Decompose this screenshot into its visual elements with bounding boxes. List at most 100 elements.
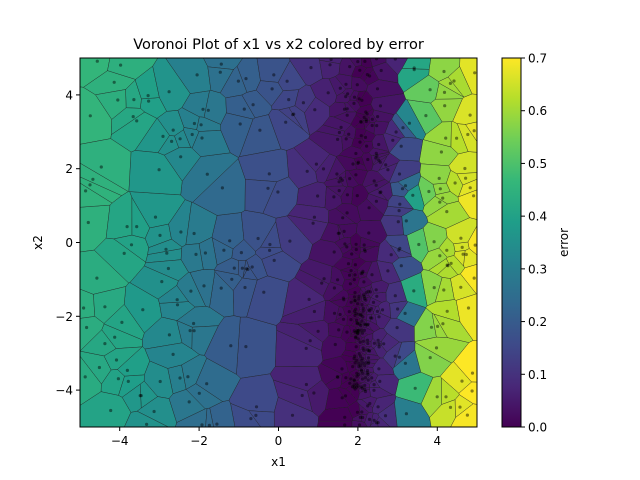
voronoi-cell	[80, 329, 117, 357]
sample-point	[83, 375, 87, 379]
sample-point	[345, 330, 349, 334]
sample-point	[316, 329, 320, 333]
voronoi-cell	[347, 400, 361, 419]
sample-point	[383, 414, 388, 418]
sample-point	[354, 173, 358, 177]
sample-point	[395, 326, 399, 330]
sample-point	[337, 328, 341, 332]
x-tick-label: −2	[190, 434, 208, 448]
voronoi-cell	[349, 369, 360, 376]
sample-point	[343, 415, 347, 419]
sample-point	[393, 58, 397, 61]
sample-point	[160, 280, 164, 284]
sample-point	[122, 251, 126, 255]
sample-point	[291, 113, 295, 117]
sample-point	[363, 376, 368, 380]
sample-point	[360, 319, 364, 323]
sample-point	[466, 306, 471, 310]
sample-point	[222, 248, 226, 252]
sample-point	[427, 189, 431, 194]
sample-point	[397, 172, 402, 176]
sample-point	[345, 113, 349, 117]
sample-point	[354, 345, 358, 349]
sample-point	[342, 298, 346, 302]
sample-point	[375, 87, 380, 91]
sample-point	[353, 387, 357, 391]
sample-point	[258, 128, 262, 132]
sample-point	[357, 352, 361, 356]
sample-point	[357, 373, 361, 377]
sample-point	[354, 335, 358, 339]
sample-point	[219, 286, 223, 290]
voronoi-cell	[124, 410, 169, 427]
colorbar-frame	[501, 57, 522, 428]
sample-point	[377, 345, 381, 349]
sample-point	[379, 68, 383, 73]
sample-point	[347, 310, 351, 314]
sample-point	[352, 383, 356, 387]
sample-point	[304, 382, 308, 387]
voronoi-cell	[220, 112, 254, 158]
sample-point	[179, 230, 183, 234]
sample-point	[152, 409, 156, 414]
sample-point	[125, 368, 129, 372]
sample-point	[246, 267, 250, 271]
sample-point	[372, 341, 376, 345]
sample-point	[403, 311, 407, 315]
colorbar-bar	[502, 58, 521, 427]
sample-point	[376, 405, 380, 409]
sample-point	[229, 344, 233, 348]
sample-point	[448, 81, 452, 85]
sample-point	[205, 172, 209, 176]
sample-point	[445, 309, 449, 313]
sample-point	[345, 107, 349, 111]
sample-point	[359, 120, 363, 124]
voronoi-cell	[391, 112, 417, 139]
sample-point	[386, 269, 390, 273]
y-tick-label: 2	[65, 162, 73, 176]
sample-point	[424, 114, 428, 118]
sample-point	[434, 346, 439, 350]
sample-point	[300, 393, 304, 398]
sample-point	[348, 282, 352, 286]
sample-point	[195, 73, 199, 77]
voronoi-cell	[352, 385, 356, 389]
voronoi-cell	[107, 58, 159, 80]
sample-point	[378, 191, 382, 195]
sample-point	[445, 210, 449, 214]
sample-point	[363, 322, 367, 326]
sample-point	[344, 376, 348, 380]
sample-point	[199, 123, 203, 127]
sample-point	[244, 267, 248, 271]
voronoi-cell	[168, 389, 206, 423]
voronoi-cell	[157, 135, 180, 156]
sample-point	[361, 269, 365, 273]
sample-point	[357, 297, 361, 301]
sample-point	[355, 385, 359, 389]
sample-point	[354, 311, 358, 315]
sample-point	[304, 346, 308, 350]
sample-point	[363, 387, 367, 392]
sample-point	[366, 356, 371, 360]
sample-point	[372, 388, 376, 392]
sample-point	[158, 233, 162, 237]
sample-point	[355, 194, 359, 198]
sample-point	[378, 160, 382, 164]
sample-point	[201, 107, 205, 111]
sample-point	[335, 375, 339, 379]
sample-point	[85, 325, 89, 330]
sample-point	[88, 183, 92, 187]
sample-point	[353, 263, 357, 267]
sample-point	[374, 288, 378, 292]
voronoi-cell	[370, 154, 379, 165]
voronoi-cell	[364, 366, 374, 373]
sample-point	[358, 415, 362, 419]
voronoi-cell	[152, 58, 191, 112]
sample-point	[206, 108, 210, 112]
sample-point	[355, 410, 360, 414]
sample-point	[442, 90, 447, 94]
voronoi-cell	[351, 65, 367, 79]
voronoi-cell	[436, 263, 459, 279]
sample-point	[256, 236, 260, 241]
